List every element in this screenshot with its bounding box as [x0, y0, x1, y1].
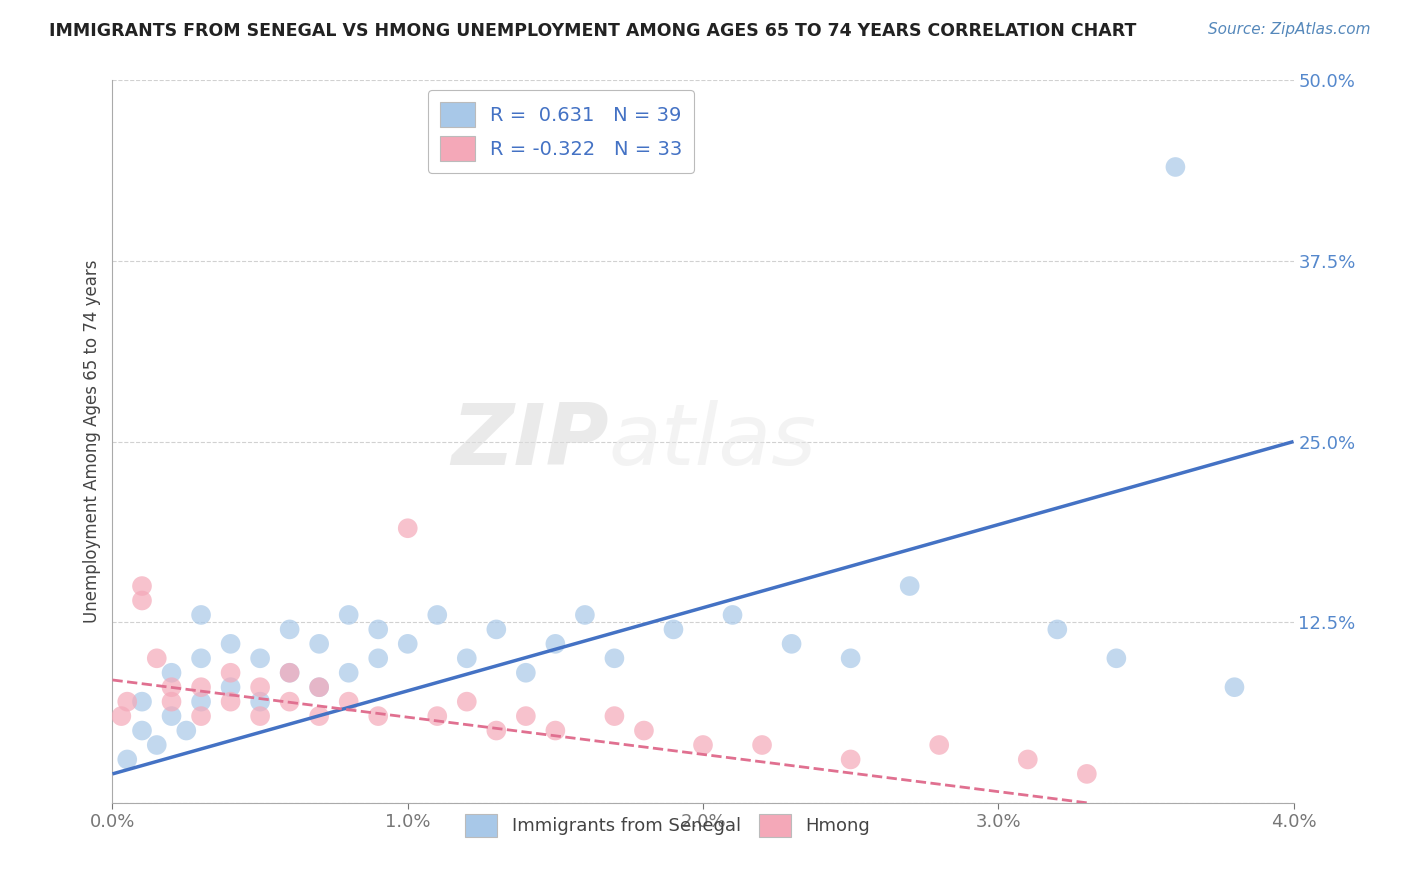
Point — [278, 695, 301, 709]
Point — [219, 665, 242, 680]
Point — [633, 723, 655, 738]
Y-axis label: Unemployment Among Ages 65 to 74 years: Unemployment Among Ages 65 to 74 years — [83, 260, 101, 624]
Point — [1223, 680, 1246, 694]
Point — [190, 651, 212, 665]
Point — [426, 607, 449, 622]
Point — [160, 665, 183, 680]
Point — [219, 680, 242, 694]
Point — [1076, 767, 1098, 781]
Point — [117, 695, 138, 709]
Point — [160, 709, 183, 723]
Point — [367, 651, 389, 665]
Point — [190, 607, 212, 622]
Point — [337, 665, 360, 680]
Point — [219, 637, 242, 651]
Point — [249, 680, 271, 694]
Point — [367, 623, 389, 637]
Point — [131, 579, 153, 593]
Point — [337, 607, 360, 622]
Point — [898, 579, 921, 593]
Point — [456, 651, 478, 665]
Text: ZIP: ZIP — [451, 400, 609, 483]
Point — [146, 738, 169, 752]
Point — [308, 680, 330, 694]
Point — [278, 665, 301, 680]
Point — [544, 723, 567, 738]
Text: atlas: atlas — [609, 400, 817, 483]
Point — [603, 651, 626, 665]
Point — [278, 665, 301, 680]
Point — [219, 695, 242, 709]
Point — [928, 738, 950, 752]
Point — [131, 695, 153, 709]
Point — [308, 709, 330, 723]
Point — [1164, 160, 1187, 174]
Point — [485, 723, 508, 738]
Point — [110, 709, 132, 723]
Point — [249, 695, 271, 709]
Point — [337, 695, 360, 709]
Point — [1017, 752, 1039, 766]
Point — [662, 623, 685, 637]
Point — [780, 637, 803, 651]
Point — [485, 623, 508, 637]
Point — [190, 709, 212, 723]
Point — [131, 593, 153, 607]
Point — [839, 651, 862, 665]
Point — [692, 738, 714, 752]
Point — [190, 695, 212, 709]
Point — [544, 637, 567, 651]
Point — [160, 695, 183, 709]
Point — [1105, 651, 1128, 665]
Point — [574, 607, 596, 622]
Point — [146, 651, 169, 665]
Point — [603, 709, 626, 723]
Point — [174, 723, 197, 738]
Point — [396, 637, 419, 651]
Point — [367, 709, 389, 723]
Point — [117, 752, 138, 766]
Text: IMMIGRANTS FROM SENEGAL VS HMONG UNEMPLOYMENT AMONG AGES 65 TO 74 YEARS CORRELAT: IMMIGRANTS FROM SENEGAL VS HMONG UNEMPLO… — [49, 22, 1136, 40]
Point — [131, 723, 153, 738]
Point — [308, 680, 330, 694]
Point — [160, 680, 183, 694]
Point — [839, 752, 862, 766]
Point — [426, 709, 449, 723]
Point — [456, 695, 478, 709]
Legend: Immigrants from Senegal, Hmong: Immigrants from Senegal, Hmong — [457, 806, 877, 845]
Point — [249, 651, 271, 665]
Point — [515, 709, 537, 723]
Point — [515, 665, 537, 680]
Point — [308, 637, 330, 651]
Point — [249, 709, 271, 723]
Point — [396, 521, 419, 535]
Point — [1046, 623, 1069, 637]
Text: Source: ZipAtlas.com: Source: ZipAtlas.com — [1208, 22, 1371, 37]
Point — [751, 738, 773, 752]
Point — [278, 623, 301, 637]
Point — [190, 680, 212, 694]
Point — [721, 607, 744, 622]
